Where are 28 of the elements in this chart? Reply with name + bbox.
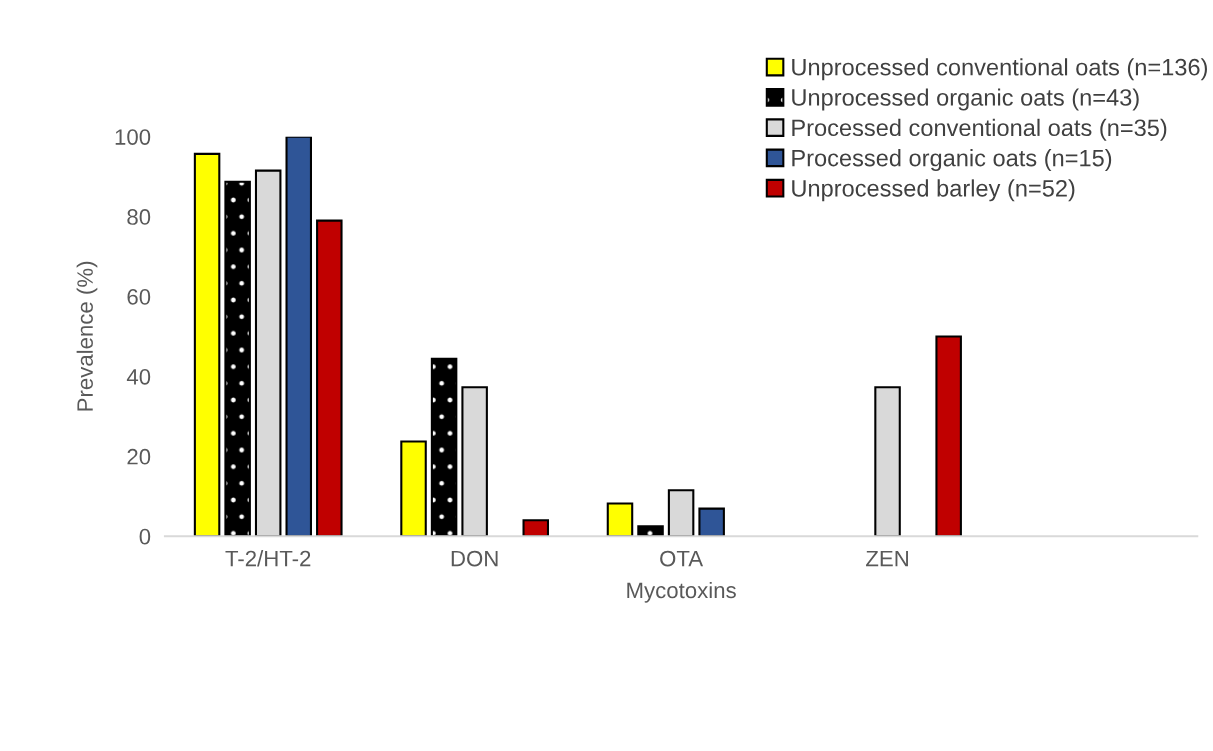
bar — [285, 136, 313, 537]
y-tick-label: 80 — [127, 209, 151, 225]
y-tick-label: 60 — [127, 289, 151, 305]
bar — [316, 219, 343, 537]
legend-label: Unprocessed organic oats (n=43) — [792, 88, 1139, 111]
bar — [606, 502, 634, 537]
legend-label: Processed organic oats (n=15) — [792, 149, 1112, 172]
bar — [637, 525, 664, 537]
y-tick-label: 100 — [115, 129, 151, 145]
legend-label: Unprocessed barley (n=52) — [792, 179, 1075, 202]
y-tick-label: 0 — [139, 528, 151, 545]
x-tick-label: T-2/HT-2 — [225, 550, 311, 567]
x-axis-title: Mycotoxins — [627, 581, 736, 603]
y-axis-title: Prevalence (%) — [76, 261, 98, 411]
bar — [193, 152, 221, 537]
x-tick-label: OTA — [660, 550, 704, 567]
legend-label: Unprocessed conventional oats (n=136) — [792, 58, 1207, 81]
x-tick-label: ZEN — [866, 550, 908, 567]
bar — [224, 180, 251, 537]
y-tick-label: 20 — [127, 448, 151, 465]
bar — [522, 519, 550, 537]
legend-label: Processed conventional oats (n=35) — [792, 118, 1167, 141]
bar — [698, 507, 725, 537]
bar — [430, 357, 458, 537]
x-tick-label: DON — [451, 550, 498, 567]
bar — [400, 440, 427, 537]
bar — [935, 335, 962, 537]
y-tick-label: 40 — [126, 368, 151, 385]
